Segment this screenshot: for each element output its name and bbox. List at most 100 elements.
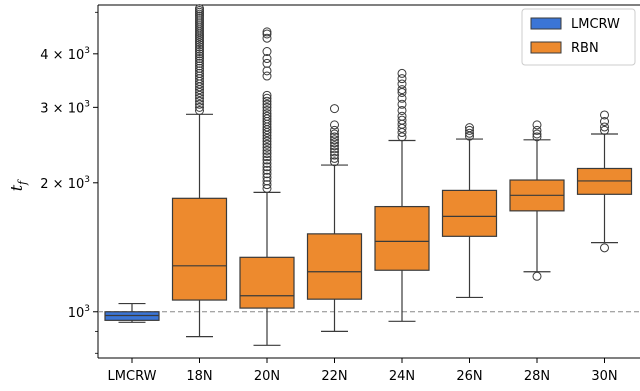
y-tick-label: 4 × 103 (40, 46, 90, 63)
x-tick-label: 20N (254, 369, 280, 384)
x-tick-label: 24N (389, 369, 415, 384)
outlier-point (330, 141, 339, 151)
outlier-point (262, 58, 272, 68)
outlier-point (600, 110, 609, 120)
box-24n (374, 205, 430, 271)
outlier-point (262, 136, 272, 146)
outlier-point (330, 125, 339, 135)
outlier-point (330, 129, 339, 139)
outlier-point (195, 51, 204, 61)
outlier-point (195, 99, 204, 109)
outlier-point (262, 109, 272, 119)
y-axis-label-main: t (7, 184, 26, 191)
outlier-point (195, 44, 204, 54)
outlier-point (262, 162, 272, 172)
y-tick-label-exponent: 3 (84, 304, 90, 314)
outlier-point (195, 96, 204, 106)
outlier-point (262, 152, 272, 162)
x-tick-label: 22N (321, 369, 347, 384)
legend: LMCRW RBN (521, 8, 636, 66)
outlier-point (262, 27, 272, 37)
outlier-point (262, 105, 272, 115)
outlier-point (600, 117, 609, 127)
y-axis-label-subscript: f (16, 179, 29, 186)
y-tick-label: 103 (68, 304, 90, 321)
outlier-point (330, 104, 339, 114)
y-tick-label: 2 × 103 (40, 175, 90, 192)
outlier-point (397, 105, 407, 115)
outlier-point (262, 180, 272, 190)
outlier-point (330, 147, 339, 157)
x-tick-label: 28N (524, 369, 550, 384)
outlier-point (195, 93, 204, 103)
outlier-point (262, 139, 272, 149)
outlier-point (195, 90, 204, 100)
outlier-point (532, 132, 542, 142)
outlier-point (532, 271, 542, 281)
outlier-point (600, 125, 609, 135)
outlier-point (262, 96, 272, 106)
y-tick-label-base: 3 × 10 (40, 101, 84, 116)
box-18n (171, 197, 228, 301)
outlier-point (195, 42, 204, 52)
outlier-point (262, 145, 272, 155)
outlier-point (262, 54, 272, 64)
outlier-point (262, 165, 272, 175)
y-tick-label-base: 4 × 10 (40, 48, 84, 63)
y-tick-label: 3 × 103 (40, 99, 90, 116)
outlier-point (397, 85, 407, 95)
x-tick-label: 18N (186, 369, 212, 384)
outlier-point (262, 66, 272, 76)
outlier-point (465, 123, 474, 133)
outlier-point (262, 133, 272, 143)
outlier-point (195, 61, 204, 71)
outlier-point (465, 125, 474, 135)
legend-label-rbn: RBN (571, 41, 599, 56)
outlier-point (195, 56, 204, 66)
outlier-point (397, 99, 407, 109)
outlier-point (397, 93, 407, 103)
outlier-point (195, 105, 204, 115)
outlier-point (600, 243, 609, 253)
outlier-point (195, 40, 204, 50)
outlier-point (330, 153, 339, 163)
outlier-point (195, 38, 204, 48)
legend-swatch-rbn (530, 41, 562, 54)
outlier-point (330, 157, 339, 167)
outlier-point (262, 169, 272, 179)
outlier-point (330, 150, 339, 160)
y-tick-label-base: 10 (68, 306, 85, 321)
x-tick-label: 30N (591, 369, 617, 384)
outlier-point (262, 149, 272, 159)
box-26n (441, 189, 498, 237)
outlier-point (262, 90, 272, 100)
outlier-point (195, 102, 204, 112)
outlier-point (195, 4, 204, 14)
outlier-point (330, 132, 339, 142)
outlier-point (330, 135, 339, 145)
outlier-point (195, 58, 204, 68)
outlier-point (465, 128, 474, 138)
outlier-point (262, 71, 272, 81)
y-tick-label-exponent: 3 (84, 175, 90, 185)
outlier-point (195, 47, 204, 57)
outlier-point (262, 102, 272, 112)
outlier-point (195, 54, 204, 64)
outlier-point (262, 93, 272, 103)
outlier-point (262, 176, 272, 186)
outlier-point (262, 142, 272, 152)
outlier-point (397, 68, 407, 78)
outlier-point (262, 155, 272, 165)
outlier-point (532, 120, 542, 130)
box-20n (239, 256, 295, 309)
outlier-point (262, 172, 272, 182)
outlier-point (600, 122, 609, 132)
y-tick-label-exponent: 3 (84, 46, 90, 56)
outlier-point (195, 49, 204, 59)
outlier-point (262, 29, 272, 39)
outlier-point (262, 47, 272, 57)
outlier-point (397, 79, 407, 89)
outlier-point (330, 144, 339, 154)
